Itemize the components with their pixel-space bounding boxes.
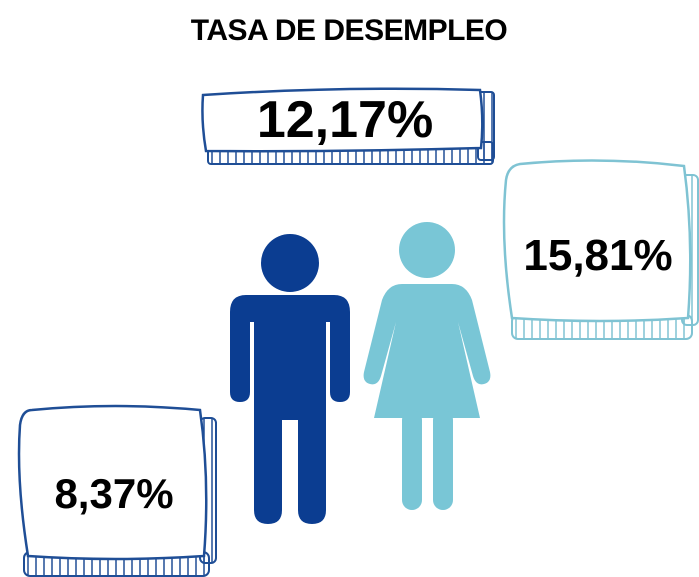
stat-box-total: 12,17% bbox=[201, 87, 495, 165]
stat-box-men: 8,37% bbox=[17, 404, 217, 577]
woman-icon bbox=[363, 222, 491, 510]
stat-value: 15,81% bbox=[523, 231, 672, 280]
stat-box-women: 15,81% bbox=[502, 159, 699, 340]
title: TASA DE DESEMPLEO bbox=[191, 14, 508, 47]
stat-value: 12,17% bbox=[257, 91, 433, 149]
man-icon bbox=[230, 234, 350, 524]
stat-value: 8,37% bbox=[54, 470, 173, 517]
